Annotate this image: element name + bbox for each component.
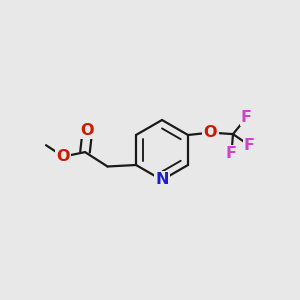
Text: F: F	[244, 138, 255, 153]
Text: O: O	[57, 149, 70, 164]
Text: F: F	[241, 110, 252, 125]
Text: O: O	[204, 125, 217, 140]
Text: O: O	[81, 123, 94, 138]
Text: F: F	[226, 146, 237, 161]
Text: N: N	[155, 172, 169, 188]
